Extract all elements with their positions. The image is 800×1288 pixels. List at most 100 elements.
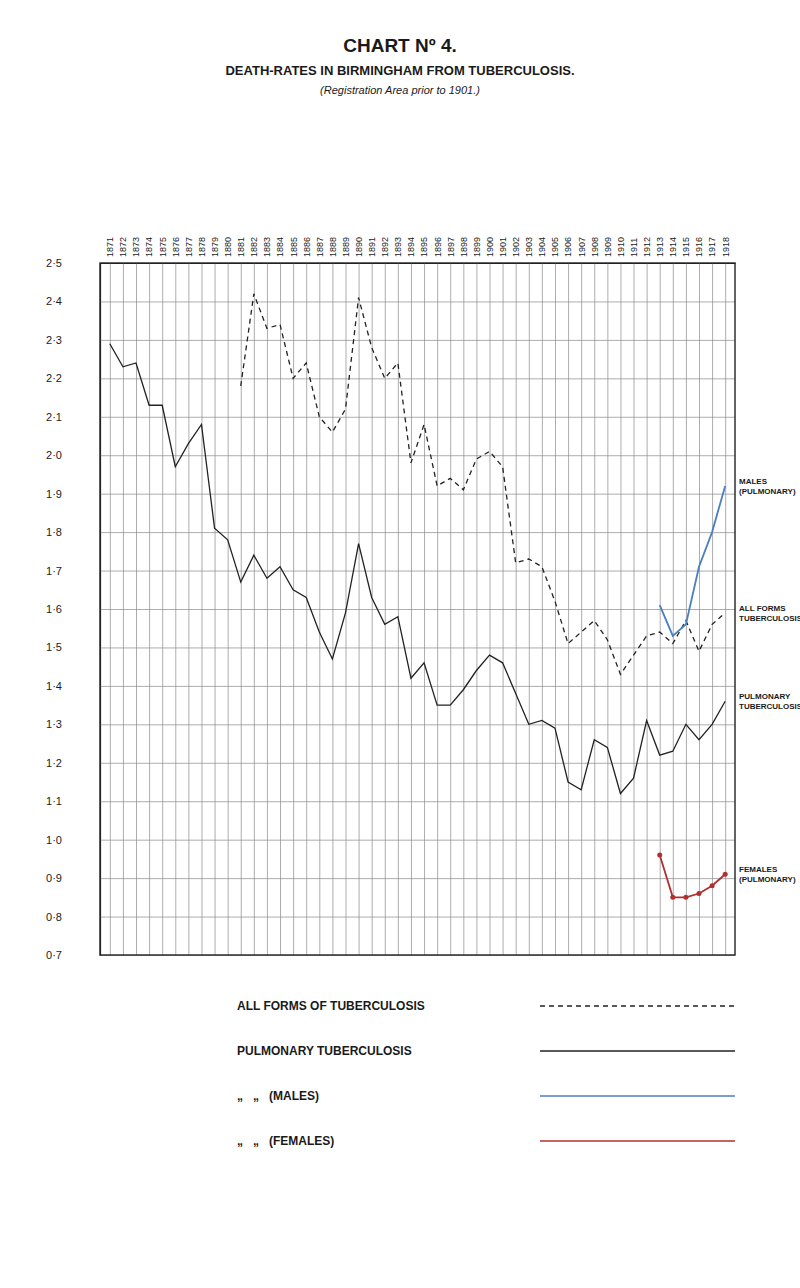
series-label: TUBERCULOSIS — [739, 614, 800, 623]
chart-title: CHART Nº 4. — [343, 35, 457, 56]
grid-line — [162, 263, 163, 955]
x-tick-label: 1916 — [694, 237, 704, 257]
y-tick-label: 1·4 — [46, 680, 62, 692]
x-tick-label: 1873 — [131, 237, 141, 257]
grid-line — [100, 917, 735, 918]
x-tick: 1877 — [184, 237, 194, 955]
grid-line — [332, 263, 333, 955]
y-tick-label: 2·5 — [46, 257, 62, 269]
grid-line — [293, 263, 294, 955]
x-tick: 1878 — [197, 237, 207, 955]
x-tick: 1913 — [655, 237, 665, 955]
grid-line — [267, 263, 268, 955]
x-tick: 1888 — [328, 237, 338, 955]
x-tick: 1910 — [616, 237, 626, 955]
x-tick: 1882 — [249, 237, 259, 955]
grid-line — [100, 532, 735, 533]
grid-line — [699, 263, 700, 955]
x-tick-label: 1905 — [550, 237, 560, 257]
y-tick-label: 2·1 — [46, 411, 62, 423]
x-tick: 1892 — [380, 237, 390, 955]
plot-frame — [100, 263, 735, 955]
x-tick: 1874 — [144, 237, 154, 955]
x-tick-label: 1915 — [681, 237, 691, 257]
x-tick: 1894 — [406, 237, 416, 955]
x-tick: 1918 — [721, 237, 731, 955]
grid-line — [437, 263, 438, 955]
legend-swatch — [540, 1050, 735, 1052]
x-tick-label: 1900 — [485, 237, 495, 257]
x-tick-label: 1886 — [302, 237, 312, 257]
series-label: (PULMONARY) — [739, 875, 796, 884]
x-tick: 1891 — [367, 237, 377, 955]
grid-line — [100, 494, 735, 495]
x-tick-label: 1910 — [616, 237, 626, 257]
x-tick: 1873 — [131, 237, 141, 955]
grid-line — [188, 263, 189, 955]
grid-line — [215, 263, 216, 955]
x-tick: 1876 — [171, 237, 181, 955]
series-marker — [710, 883, 715, 888]
x-tick: 1905 — [550, 237, 560, 955]
grid-line — [385, 263, 386, 955]
grid-line — [228, 263, 229, 955]
x-tick: 1893 — [393, 237, 403, 955]
x-tick: 1885 — [288, 237, 298, 955]
grid-line — [100, 840, 735, 841]
series-marker — [670, 895, 675, 900]
grid-line — [450, 263, 451, 955]
x-tick: 1908 — [590, 237, 600, 955]
x-tick-label: 1890 — [354, 237, 364, 257]
grid-line — [319, 263, 320, 955]
grid-line — [607, 263, 608, 955]
x-tick: 1899 — [472, 237, 482, 955]
grid-line — [529, 263, 530, 955]
x-tick-label: 1911 — [629, 238, 639, 257]
y-axis: 2·52·42·32·22·12·01·91·81·71·61·51·41·31… — [46, 257, 735, 961]
grid-line — [424, 263, 425, 955]
series-label: MALES — [739, 477, 768, 486]
x-tick-label: 1871 — [105, 237, 115, 257]
grid-line — [490, 263, 491, 955]
x-tick: 1889 — [341, 237, 351, 955]
x-tick-label: 1879 — [210, 237, 220, 257]
x-tick-label: 1906 — [563, 237, 573, 257]
series-marker — [696, 891, 701, 896]
grid-line — [372, 263, 373, 955]
grid-line — [673, 263, 674, 955]
grid-line — [476, 263, 477, 955]
x-tick: 1890 — [354, 237, 364, 955]
grid-line — [516, 263, 517, 955]
grid-line — [594, 263, 595, 955]
grid-line — [100, 571, 735, 572]
x-tick-label: 1887 — [315, 237, 325, 257]
x-tick-label: 1888 — [328, 237, 338, 257]
x-tick: 1898 — [459, 237, 469, 955]
grid-line — [100, 609, 735, 610]
x-tick: 1901 — [498, 237, 508, 955]
grid-line — [634, 263, 635, 955]
legend-label: „ „ (MALES) — [237, 1089, 319, 1103]
chart-subtitle: (Registration Area prior to 1901.) — [320, 84, 480, 96]
legend-swatch — [540, 1095, 735, 1097]
grid-line — [581, 263, 582, 955]
y-tick-label: 2·0 — [46, 449, 62, 461]
x-tick-label: 1902 — [511, 237, 521, 257]
grid-line — [555, 263, 556, 955]
x-tick-label: 1903 — [524, 237, 534, 257]
series-line — [110, 344, 725, 794]
x-tick-label: 1878 — [197, 237, 207, 257]
x-tick-label: 1914 — [668, 237, 678, 257]
grid-line — [712, 263, 713, 955]
x-tick: 1884 — [275, 237, 285, 955]
x-tick-label: 1917 — [707, 237, 717, 257]
x-tick: 1897 — [446, 237, 456, 955]
legend-label: „ „ (FEMALES) — [237, 1134, 334, 1148]
x-tick-label: 1882 — [249, 237, 259, 257]
legend-swatch — [540, 1005, 735, 1007]
x-tick: 1916 — [694, 237, 704, 955]
y-tick-label: 0·7 — [46, 949, 62, 961]
x-tick: 1912 — [642, 237, 652, 955]
grid-line — [100, 763, 735, 764]
x-tick-label: 1874 — [144, 237, 154, 257]
